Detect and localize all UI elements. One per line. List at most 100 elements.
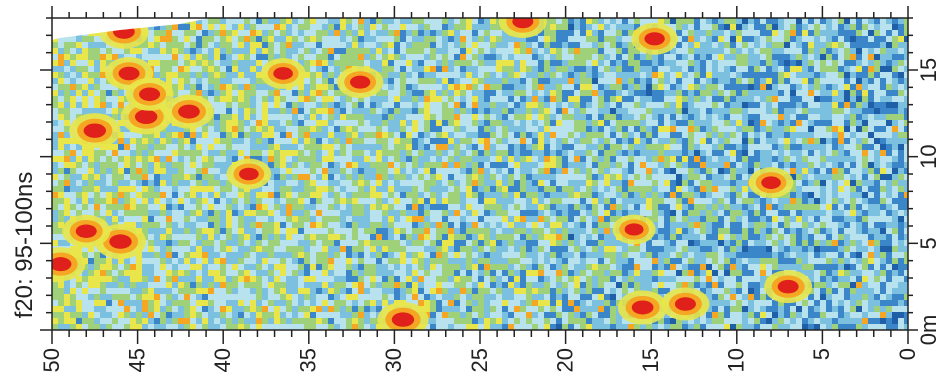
heatmap-cell: [334, 18, 340, 24]
heatmap-cell: [274, 198, 280, 204]
heatmap-cell: [484, 150, 490, 156]
heatmap-cell: [844, 24, 850, 30]
heatmap-cell: [154, 42, 160, 48]
heatmap-cell: [184, 60, 190, 66]
heatmap-cell: [70, 78, 76, 84]
heatmap-cell: [622, 168, 628, 174]
heatmap-cell: [742, 192, 748, 198]
heatmap-cell: [526, 198, 532, 204]
heatmap-cell: [874, 96, 880, 102]
heatmap-cell: [172, 168, 178, 174]
heatmap-cell: [718, 24, 724, 30]
heatmap-cell: [790, 54, 796, 60]
heatmap-cell: [760, 42, 766, 48]
heatmap-cell: [304, 144, 310, 150]
heatmap-cell: [274, 168, 280, 174]
heatmap-cell: [766, 24, 772, 30]
heatmap-cell: [562, 180, 568, 186]
heatmap-cell: [514, 138, 520, 144]
heatmap-cell: [766, 36, 772, 42]
heatmap-cell: [898, 150, 904, 156]
heatmap-cell: [778, 60, 784, 66]
heatmap-cell: [346, 96, 352, 102]
heatmap-cell: [862, 54, 868, 60]
heatmap-cell: [310, 120, 316, 126]
heatmap-cell: [580, 60, 586, 66]
heatmap-cell: [598, 192, 604, 198]
heatmap-cell: [418, 72, 424, 78]
heatmap-cell: [652, 54, 658, 60]
heatmap-cell: [214, 36, 220, 42]
heatmap-cell: [766, 96, 772, 102]
heatmap-cell: [160, 66, 166, 72]
heatmap-cell: [508, 162, 514, 168]
heatmap-cell: [274, 222, 280, 228]
heatmap-cell: [412, 54, 418, 60]
heatmap-cell: [328, 168, 334, 174]
heatmap-cell: [130, 168, 136, 174]
heatmap-cell: [670, 180, 676, 186]
heatmap-cell: [736, 24, 742, 30]
heatmap-cell: [442, 36, 448, 42]
heatmap-cell: [844, 36, 850, 42]
heatmap-cell: [544, 114, 550, 120]
heatmap-cell: [424, 168, 430, 174]
heatmap-cell: [760, 216, 766, 222]
heatmap-cell: [268, 42, 274, 48]
heatmap-cell: [724, 96, 730, 102]
heatmap-cell: [406, 36, 412, 42]
heatmap-cell: [508, 174, 514, 180]
heatmap-cell: [250, 132, 256, 138]
heatmap-cell: [382, 42, 388, 48]
heatmap-cell: [472, 138, 478, 144]
heatmap-cell: [598, 60, 604, 66]
heatmap-cell: [628, 174, 634, 180]
heatmap-cell: [328, 204, 334, 210]
heatmap-cell: [124, 186, 130, 192]
heatmap-cell: [604, 204, 610, 210]
heatmap-cell: [304, 180, 310, 186]
heatmap-cell: [646, 108, 652, 114]
heatmap-cell: [100, 108, 106, 114]
heatmap-cell: [76, 186, 82, 192]
heatmap-cell: [604, 210, 610, 216]
heatmap-cell: [652, 72, 658, 78]
heatmap-cell: [316, 168, 322, 174]
heatmap-cell: [454, 36, 460, 42]
heatmap-cell: [748, 66, 754, 72]
heatmap-cell: [490, 96, 496, 102]
heatmap-cell: [448, 210, 454, 216]
heatmap-cell: [526, 42, 532, 48]
heatmap-cell: [760, 78, 766, 84]
heatmap-cell: [382, 192, 388, 198]
heatmap-cell: [208, 18, 214, 24]
heatmap-cell: [892, 138, 898, 144]
heatmap-cell: [178, 180, 184, 186]
heatmap-cell: [820, 72, 826, 78]
heatmap-cell: [622, 132, 628, 138]
heatmap-cell: [646, 132, 652, 138]
heatmap-cell: [790, 30, 796, 36]
heatmap-cell: [724, 42, 730, 48]
heatmap-cell: [184, 162, 190, 168]
heatmap-cell: [454, 138, 460, 144]
heatmap-cell: [802, 156, 808, 162]
heatmap-cell: [676, 78, 682, 84]
heatmap-cell: [298, 84, 304, 90]
heatmap-cell: [88, 168, 94, 174]
heatmap-cell: [388, 114, 394, 120]
heatmap-cell: [718, 150, 724, 156]
heatmap-cell: [556, 192, 562, 198]
heatmap-cell: [166, 66, 172, 72]
heatmap-cell: [628, 156, 634, 162]
heatmap-cell: [166, 198, 172, 204]
heatmap-cell: [262, 186, 268, 192]
heatmap-cell: [274, 36, 280, 42]
heatmap-cell: [772, 120, 778, 126]
heatmap-cell: [220, 42, 226, 48]
heatmap-cell: [730, 162, 736, 168]
heatmap-cell: [838, 162, 844, 168]
heatmap-cell: [106, 210, 112, 216]
heatmap-cell: [532, 162, 538, 168]
heatmap-cell: [94, 102, 100, 108]
